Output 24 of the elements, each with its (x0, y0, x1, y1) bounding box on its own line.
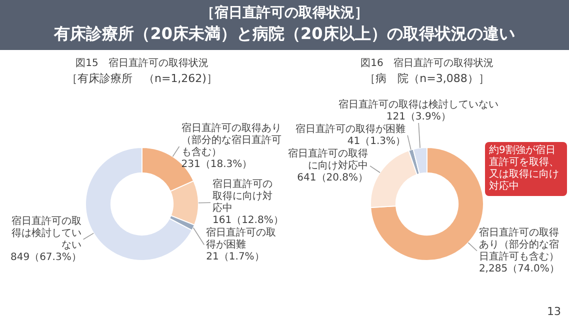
slice-label: 宿日直許可の取得は検討していない (338, 98, 499, 111)
slice-label: 宿日直許可の取得あり（部分的な宿日直許可も含む） (478, 226, 559, 262)
slice-label: 宿日直許可の取得が困難 (206, 226, 276, 250)
data-label: 21（1.7%） (206, 251, 264, 262)
data-label: 161（12.8%） (212, 215, 284, 226)
text: ［宿日直許可の取得状況］ (200, 4, 370, 22)
slice-label: 宿日直許可の取得は検討していない (11, 214, 82, 251)
data-label: 2,285（74.0%） (478, 263, 560, 274)
slice-label: 宿日直許可の取得に向け対応中 (212, 178, 272, 214)
chart-title: 図16 宿日直許可の取得状況 (360, 56, 494, 70)
data-label: 231（18.3%） (181, 159, 252, 170)
text: 13 (547, 305, 561, 318)
text: 有床診療所（20床未満）と病院（20床以上）の取得状況の違い (52, 24, 516, 45)
slice-label: 宿日直許可の取得あり（部分的な宿日直許可も含む） (181, 122, 282, 158)
data-label: 121（3.9%） (386, 112, 451, 123)
chart-subtitle: ［病 院（n=3,088）］ (364, 71, 490, 86)
text: 約9割強が宿日直許可を取得、又は取得に向け対応中 (485, 142, 567, 196)
chart-subtitle: ［有床診療所 （n=1,262)］ (66, 71, 218, 86)
slice-label: 宿日直許可の取得に向け対応中 (288, 148, 368, 172)
data-label: 41（1.3%） (347, 136, 406, 147)
data-label: 641（20.8%） (297, 172, 368, 184)
data-label: 849（67.3%） (10, 252, 82, 263)
slice-label: 宿日直許可の取得が困難 (296, 122, 406, 135)
chart-title: 図15 宿日直許可の取得状況 (74, 56, 210, 70)
